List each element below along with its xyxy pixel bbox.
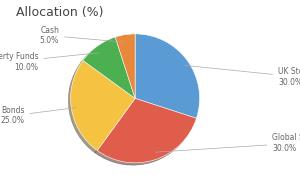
Wedge shape bbox=[97, 98, 196, 163]
Wedge shape bbox=[70, 60, 135, 150]
Text: Bonds
25.0%: Bonds 25.0% bbox=[0, 106, 76, 125]
Text: UK Stocks
30.0%: UK Stocks 30.0% bbox=[184, 65, 300, 86]
Wedge shape bbox=[83, 37, 135, 98]
Text: Property Funds
10.0%: Property Funds 10.0% bbox=[0, 52, 99, 72]
Wedge shape bbox=[115, 34, 135, 98]
Text: Cash
5.0%: Cash 5.0% bbox=[40, 26, 124, 45]
Text: Allocation (%): Allocation (%) bbox=[16, 6, 104, 19]
Wedge shape bbox=[135, 34, 200, 118]
Text: Global Stocks
30.0%: Global Stocks 30.0% bbox=[155, 133, 300, 153]
